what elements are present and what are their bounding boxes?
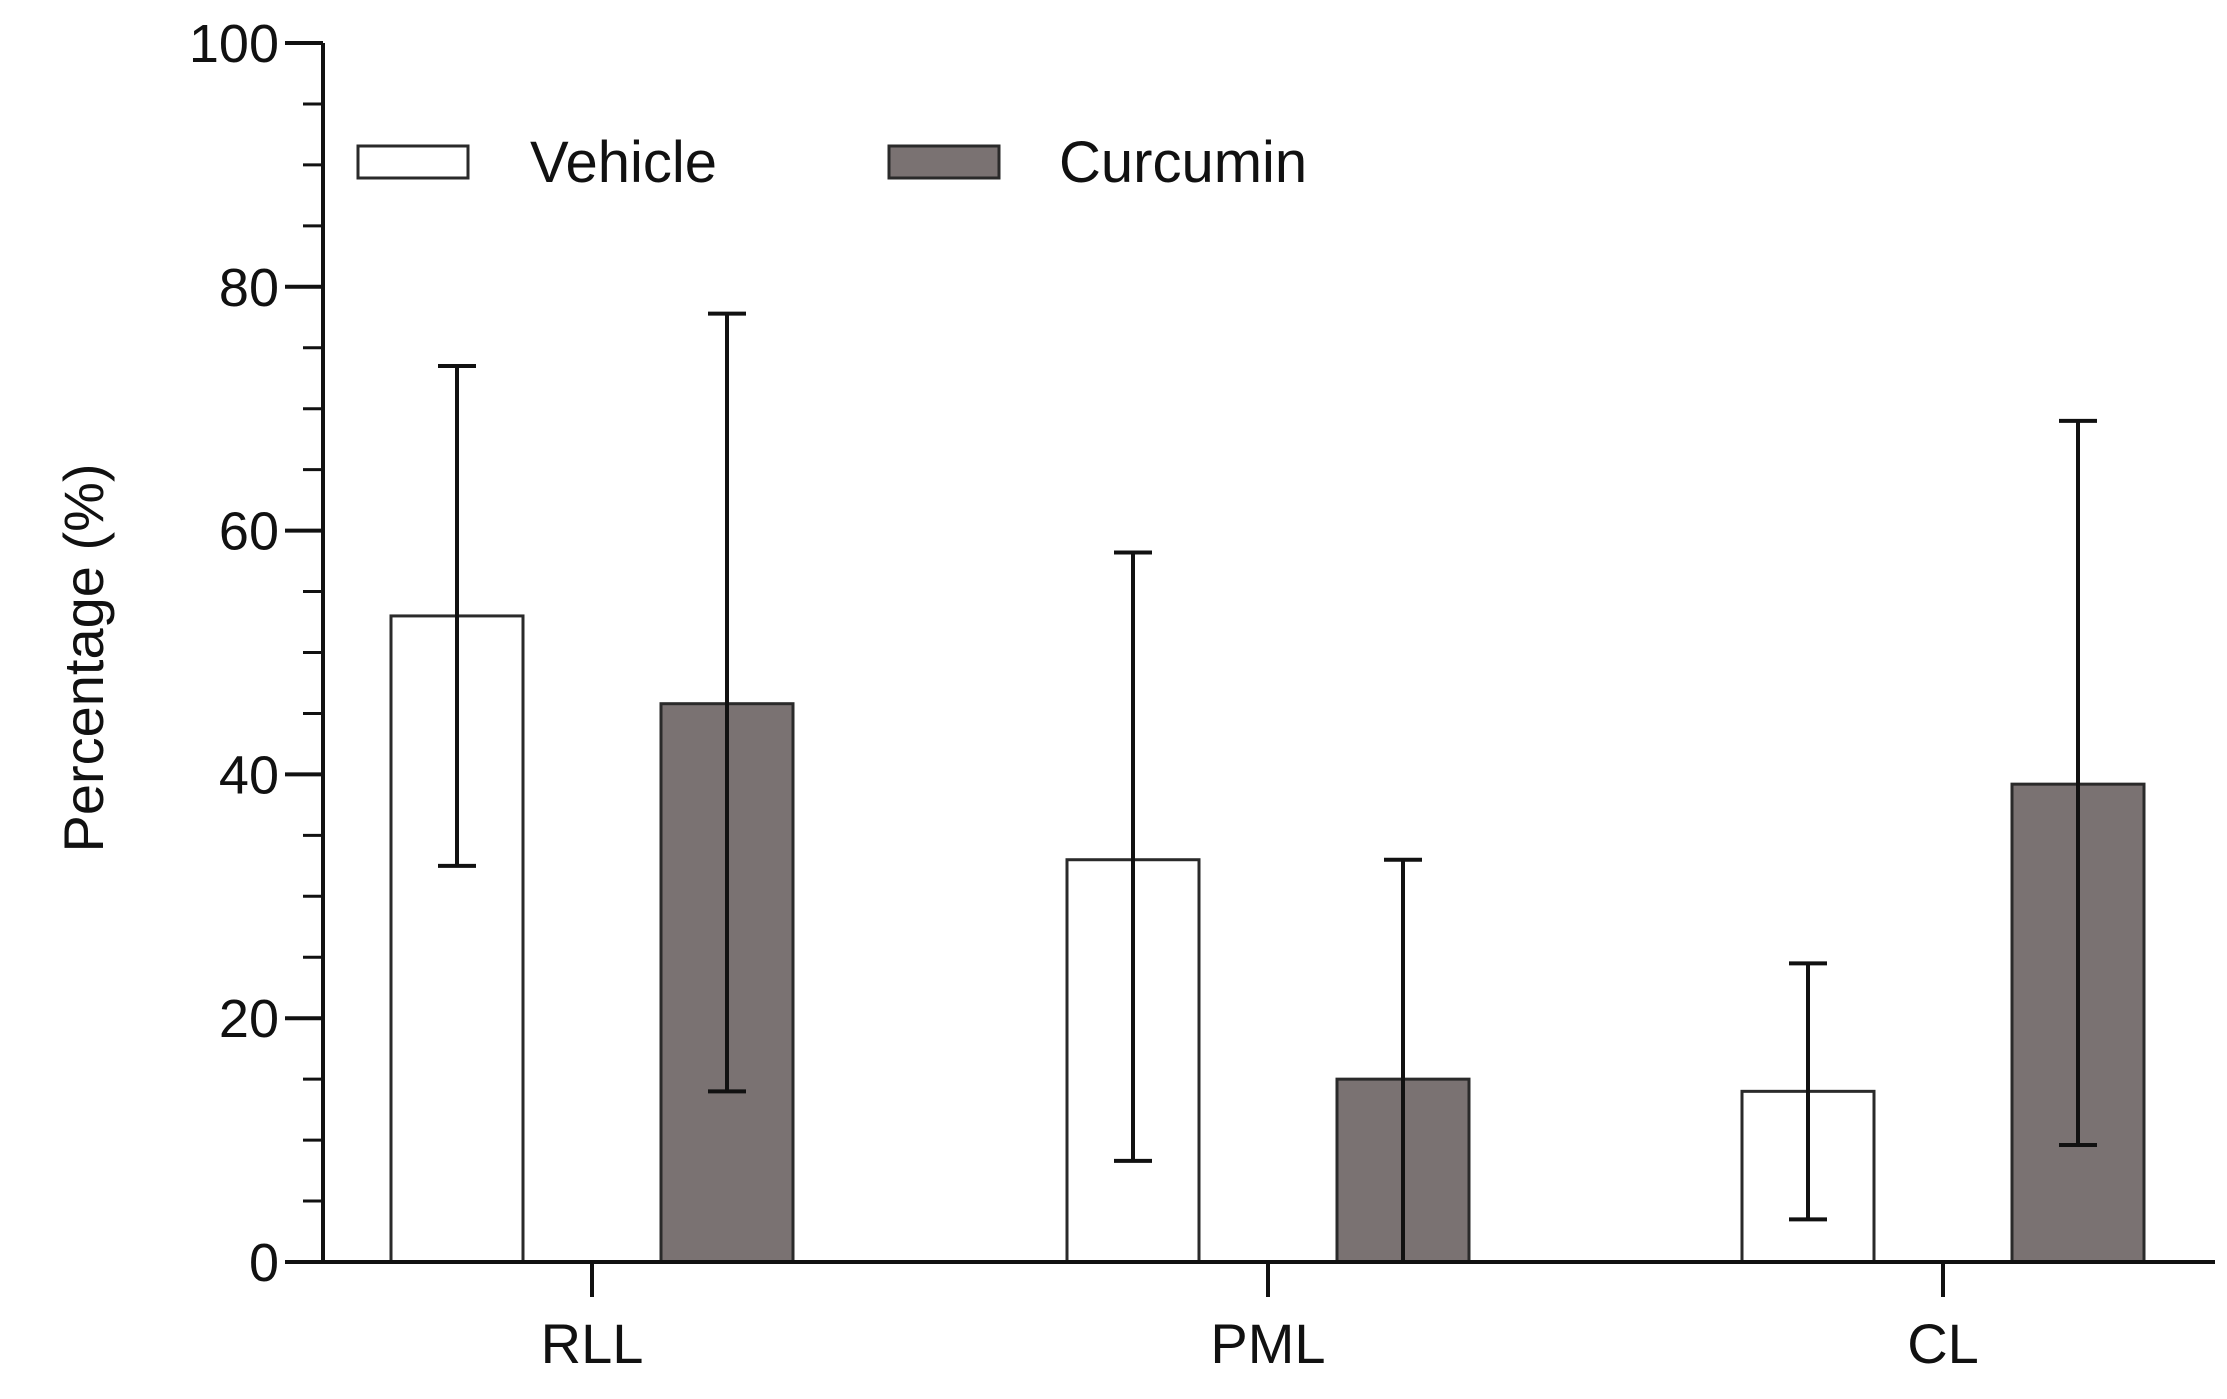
legend-label-vehicle: Vehicle	[530, 130, 717, 195]
x-axis-ticks: RLL PML CL	[541, 1262, 1979, 1375]
y-axis-ticks: 0 20 40 60 80 100	[189, 14, 323, 1293]
x-tick-label: RLL	[541, 1312, 644, 1375]
y-tick-label: 20	[219, 989, 279, 1049]
legend-swatch-curcumin	[887, 144, 1001, 180]
y-tick-label: 80	[219, 258, 279, 318]
y-axis-title: Percentage (%)	[52, 463, 115, 852]
x-tick-label: CL	[1907, 1312, 1979, 1375]
bar-vehicle-rll	[389, 614, 525, 1264]
y-tick-label: 60	[219, 502, 279, 562]
legend-swatch-vehicle	[356, 144, 470, 180]
y-tick-label: 100	[189, 14, 279, 74]
y-tick-label: 40	[219, 745, 279, 805]
bars-group	[389, 614, 2146, 1264]
x-tick-label: PML	[1210, 1312, 1325, 1375]
legend-label-curcumin: Curcumin	[1059, 130, 1307, 195]
error-bars-group	[438, 311, 2097, 1262]
y-tick-label: 0	[249, 1233, 279, 1293]
legend: Vehicle Curcumin	[356, 130, 1307, 195]
